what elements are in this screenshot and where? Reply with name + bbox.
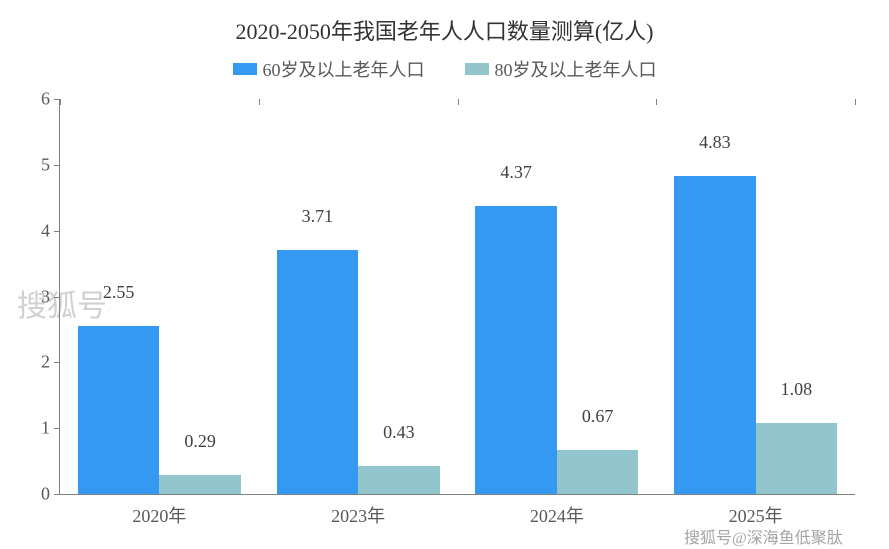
x-category-label: 2020年	[132, 494, 186, 528]
y-tick-label: 5	[41, 154, 60, 175]
legend: 60岁及以上老年人口 80岁及以上老年人口	[0, 56, 889, 82]
bar	[277, 250, 358, 494]
y-tick-label: 3	[41, 286, 60, 307]
bars-layer: 2.55 0.29 3.71 0.43 4.37 0.67 4.83 1.08	[60, 99, 855, 494]
chart-title: 2020-2050年我国老年人人口数量测算(亿人)	[0, 14, 889, 46]
chart-root: 2020-2050年我国老年人人口数量测算(亿人) 60岁及以上老年人口 80岁…	[0, 0, 889, 549]
legend-swatch-0	[233, 63, 257, 75]
bar-value-label: 2.55	[103, 282, 135, 303]
x-category-label: 2023年	[331, 494, 385, 528]
bar	[674, 176, 755, 494]
bar-value-label: 3.71	[302, 206, 334, 227]
legend-item-series-1: 80岁及以上老年人口	[465, 56, 657, 82]
legend-label-0: 60岁及以上老年人口	[263, 56, 425, 82]
legend-item-series-0: 60岁及以上老年人口	[233, 56, 425, 82]
bar	[756, 423, 837, 494]
bar-value-label: 0.29	[184, 431, 216, 452]
legend-swatch-1	[465, 63, 489, 75]
bar-value-label: 1.08	[781, 379, 813, 400]
x-category-label: 2024年	[530, 494, 584, 528]
bar	[159, 475, 240, 494]
plot-area: 01234562.550.293.710.434.370.674.831.082…	[60, 99, 855, 494]
x-tick-mark	[458, 99, 459, 105]
bar	[557, 450, 638, 494]
y-tick-label: 1	[41, 418, 60, 439]
bar-value-label: 4.37	[500, 162, 532, 183]
x-category-label: 2025年	[729, 494, 783, 528]
x-tick-mark	[656, 99, 657, 105]
bar	[475, 206, 556, 494]
bar	[358, 466, 439, 494]
y-tick-label: 2	[41, 352, 60, 373]
y-tick-label: 4	[41, 220, 60, 241]
x-tick-mark	[259, 99, 260, 105]
x-tick-mark	[60, 99, 61, 105]
y-tick-label: 0	[41, 484, 60, 505]
bar-value-label: 0.43	[383, 422, 415, 443]
legend-label-1: 80岁及以上老年人口	[495, 56, 657, 82]
bar-value-label: 0.67	[582, 406, 614, 427]
y-tick-label: 6	[41, 89, 60, 110]
bar	[78, 326, 159, 494]
x-tick-mark	[855, 99, 856, 105]
bar-value-label: 4.83	[699, 132, 731, 153]
